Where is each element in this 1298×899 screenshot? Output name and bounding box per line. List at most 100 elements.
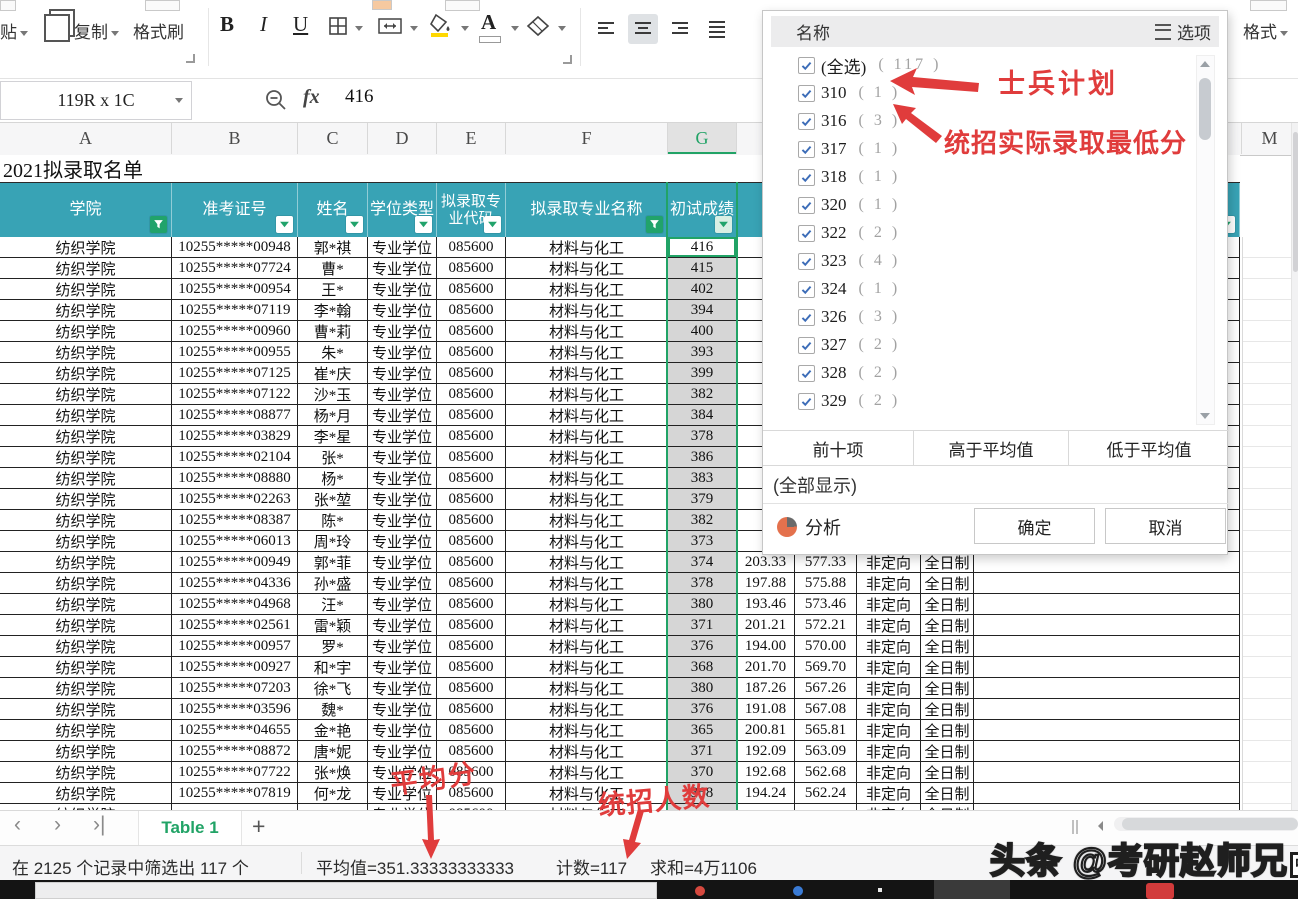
cell-f[interactable]: 材料与化工 xyxy=(506,636,668,657)
cell-c[interactable]: 徐*飞 xyxy=(298,678,368,699)
cell-i[interactable]: 575.88 xyxy=(795,573,857,594)
cell-d[interactable]: 专业学位 xyxy=(368,510,437,531)
filter-list-item[interactable]: 316 ( 3 ) xyxy=(771,107,1189,135)
cell-b[interactable]: 10255*****00954 xyxy=(172,279,298,300)
cancel-button[interactable]: 取消 xyxy=(1105,508,1226,544)
checkbox-checked-icon[interactable] xyxy=(798,196,815,214)
cell-g[interactable]: 370 xyxy=(668,762,737,783)
cell-d[interactable]: 专业学位 xyxy=(368,594,437,615)
cell-c[interactable]: 李*星 xyxy=(298,426,368,447)
cell-h[interactable]: 203.33 xyxy=(737,552,795,573)
cell-c[interactable]: 杨*月 xyxy=(298,405,368,426)
cell-b[interactable]: 10255*****00927 xyxy=(172,657,298,678)
cell-a[interactable]: 纺织学院 xyxy=(0,510,172,531)
cell-g[interactable]: 368 xyxy=(668,657,737,678)
cell-b[interactable]: 10255*****02561 xyxy=(172,615,298,636)
cell-a[interactable]: 纺织学院 xyxy=(0,552,172,573)
cell-h[interactable]: 197.88 xyxy=(737,573,795,594)
cell-k[interactable]: 全日制 xyxy=(921,636,974,657)
cell-a[interactable]: 纺织学院 xyxy=(0,279,172,300)
header-exam-id[interactable]: 准考证号 xyxy=(172,183,298,238)
cell-l[interactable] xyxy=(974,657,1240,678)
cell-e[interactable]: 085600 xyxy=(437,363,506,384)
filter-list-item[interactable]: 310 ( 1 ) xyxy=(771,79,1189,107)
cell-f[interactable]: 材料与化工 xyxy=(506,321,668,342)
cell-f[interactable]: 材料与化工 xyxy=(506,342,668,363)
cell-d[interactable]: 专业学位 xyxy=(368,468,437,489)
cell-b[interactable]: 10255*****07724 xyxy=(172,258,298,279)
header-college[interactable]: 学院 xyxy=(0,183,172,238)
cell-e[interactable]: 085600 xyxy=(437,237,506,258)
last-sheet-icon[interactable]: ›| xyxy=(93,813,106,836)
cell-g[interactable]: 378 xyxy=(668,573,737,594)
cell-a[interactable]: 纺织学院 xyxy=(0,720,172,741)
cell-c[interactable]: 郭*菲 xyxy=(298,552,368,573)
cell-e[interactable]: 085600 xyxy=(437,405,506,426)
cell-d[interactable]: 专业学位 xyxy=(368,447,437,468)
cell-g[interactable]: 371 xyxy=(668,615,737,636)
cell-j[interactable]: 非定向 xyxy=(857,573,921,594)
checkbox-checked-icon[interactable] xyxy=(798,56,815,74)
cell-l[interactable] xyxy=(974,615,1240,636)
cell-h[interactable]: 194.24 xyxy=(737,783,795,804)
cell-g[interactable]: 365 xyxy=(668,720,737,741)
filter-dropdown-icon[interactable] xyxy=(415,216,432,233)
cell-f[interactable]: 材料与化工 xyxy=(506,762,668,783)
filter-list-item[interactable]: 327 ( 2 ) xyxy=(771,331,1189,359)
cell-g[interactable]: 380 xyxy=(668,678,737,699)
cell-a[interactable]: 纺织学院 xyxy=(0,237,172,258)
checkbox-checked-icon[interactable] xyxy=(798,336,815,354)
cell-c[interactable]: 雷*颖 xyxy=(298,615,368,636)
cell-c[interactable]: 和*宇 xyxy=(298,657,368,678)
cell-d[interactable]: 专业学位 xyxy=(368,783,437,804)
cell-c[interactable]: 魏* xyxy=(298,699,368,720)
header-name[interactable]: 姓名 xyxy=(298,183,368,238)
cell-b[interactable]: 10255*****04655 xyxy=(172,720,298,741)
window-preview[interactable] xyxy=(35,882,657,899)
cell-f[interactable]: 材料与化工 xyxy=(506,384,668,405)
cell-b[interactable]: 10255*****04336 xyxy=(172,573,298,594)
cell-a[interactable]: 纺织学院 xyxy=(0,762,172,783)
horizontal-scrollbar-thumb[interactable] xyxy=(1122,818,1298,830)
filter-list-item[interactable]: (全选) ( 117 ) xyxy=(771,51,1189,79)
cell-d[interactable]: 专业学位 xyxy=(368,279,437,300)
cell-j[interactable]: 非定向 xyxy=(857,615,921,636)
cell-g[interactable]: 384 xyxy=(668,405,737,426)
cell-b[interactable]: 10255*****00948 xyxy=(172,237,298,258)
cell-b[interactable]: 10255*****03596 xyxy=(172,699,298,720)
cell-l[interactable] xyxy=(974,636,1240,657)
cell-g[interactable]: 386 xyxy=(668,447,737,468)
cell-h[interactable]: 200.81 xyxy=(737,720,795,741)
cell-f[interactable]: 材料与化工 xyxy=(506,531,668,552)
cell-l[interactable] xyxy=(974,573,1240,594)
cell-d[interactable]: 专业学位 xyxy=(368,741,437,762)
chevron-down-icon[interactable] xyxy=(511,26,519,31)
cell-a[interactable]: 纺织学院 xyxy=(0,426,172,447)
cell-a[interactable]: 纺织学院 xyxy=(0,384,172,405)
filter-funnel-icon[interactable] xyxy=(150,216,167,233)
filter-scrollbar-thumb[interactable] xyxy=(1199,78,1211,140)
cell-d[interactable]: 专业学位 xyxy=(368,384,437,405)
align-left-icon[interactable] xyxy=(591,14,621,44)
borders-icon[interactable] xyxy=(328,16,348,41)
align-center-icon[interactable] xyxy=(628,14,658,44)
chevron-down-icon[interactable] xyxy=(461,26,469,31)
cell-b[interactable]: 10255*****07122 xyxy=(172,384,298,405)
cell-i[interactable]: 573.46 xyxy=(795,594,857,615)
cell-g[interactable]: 383 xyxy=(668,468,737,489)
align-right-icon[interactable] xyxy=(665,14,695,44)
splitter-handle[interactable] xyxy=(1072,820,1078,834)
cell-g[interactable]: 400 xyxy=(668,321,737,342)
cell-f[interactable]: 材料与化工 xyxy=(506,489,668,510)
chevron-down-icon[interactable] xyxy=(355,26,363,31)
cell-c[interactable]: 杨* xyxy=(298,468,368,489)
filter-list-item[interactable]: 329 ( 2 ) xyxy=(771,387,1189,415)
column-header-f[interactable]: F xyxy=(506,122,668,154)
format-menu-button[interactable]: 格式 xyxy=(1243,18,1288,43)
filter-list-item[interactable]: 318 ( 1 ) xyxy=(771,163,1189,191)
app-icon[interactable] xyxy=(878,888,882,892)
cell-h[interactable]: 193.46 xyxy=(737,594,795,615)
cell-d[interactable]: 专业学位 xyxy=(368,342,437,363)
cell-j[interactable]: 非定向 xyxy=(857,720,921,741)
font-color-icon[interactable]: A xyxy=(479,10,501,43)
